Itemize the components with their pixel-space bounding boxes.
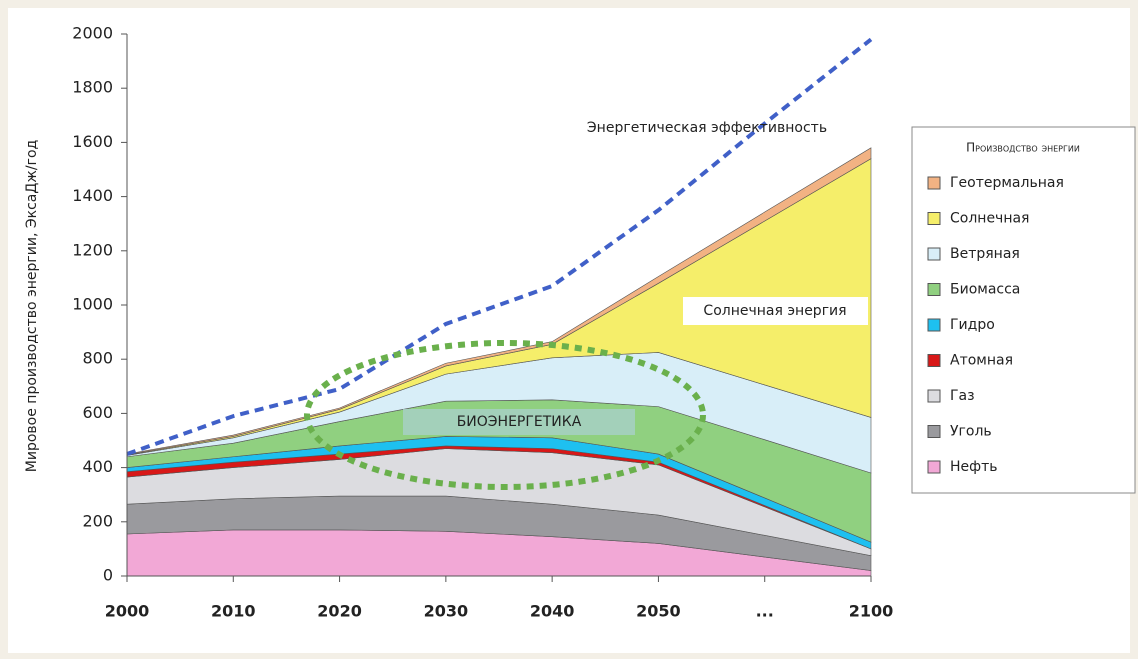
legend-label: Геотермальная — [950, 175, 1064, 191]
legend-swatch — [927, 354, 941, 367]
x-tick-label: 2100 — [849, 602, 894, 621]
legend-label: Нефть — [950, 459, 998, 475]
annotation-bg — [403, 409, 635, 435]
y-axis-label: Мировое производство энергии, ЭксаДж/год — [24, 140, 40, 472]
y-tick-label: 1000 — [72, 295, 113, 314]
y-tick-label: 1200 — [72, 240, 113, 259]
legend-label: Уголь — [950, 424, 992, 440]
legend-title: Производство энергии — [966, 141, 1080, 155]
annotation-bg — [683, 297, 868, 325]
bio-ellipse — [304, 340, 706, 490]
legend-swatch — [927, 212, 941, 225]
legend-swatch — [927, 283, 941, 296]
x-tick-label: 2000 — [105, 602, 150, 621]
annotation: БИОЭНЕРГЕТИКА — [457, 414, 582, 430]
x-tick-label: 2020 — [317, 602, 362, 621]
legend-label: Биомасса — [950, 282, 1020, 298]
legend-label: Газ — [950, 388, 975, 404]
y-tick-label: 1600 — [72, 132, 113, 151]
y-tick-label: 2000 — [72, 24, 113, 43]
legend-swatch — [927, 176, 941, 190]
y-tick-label: 800 — [82, 349, 113, 368]
legend-label: Солнечная — [950, 211, 1029, 227]
legend-swatch — [927, 318, 941, 332]
legend-swatch — [927, 389, 941, 403]
y-tick-label: 1400 — [72, 186, 113, 205]
x-tick-label: 2050 — [636, 602, 681, 621]
legend-swatch — [927, 460, 941, 474]
legend-label: Ветряная — [950, 246, 1020, 262]
annotation: Энергетическая эффективность — [587, 120, 827, 136]
y-tick-label: 1800 — [72, 78, 113, 97]
legend-swatch — [927, 425, 941, 438]
legend-label: Гидро — [950, 317, 995, 333]
legend-swatch — [927, 247, 941, 261]
legend-box — [911, 126, 1136, 494]
x-tick-label: ... — [756, 602, 774, 621]
x-tick-label: 2010 — [211, 602, 256, 621]
annotation: Солнечная энергия — [703, 303, 846, 319]
area — [126, 147, 872, 456]
y-tick-label: 200 — [82, 511, 113, 530]
y-tick-label: 600 — [82, 403, 113, 422]
x-tick-label: 2030 — [424, 602, 469, 621]
y-tick-label: 0 — [103, 566, 113, 585]
y-tick-label: 400 — [82, 457, 113, 476]
x-tick-label: 2040 — [530, 602, 575, 621]
legend-label: Атомная — [950, 353, 1013, 369]
